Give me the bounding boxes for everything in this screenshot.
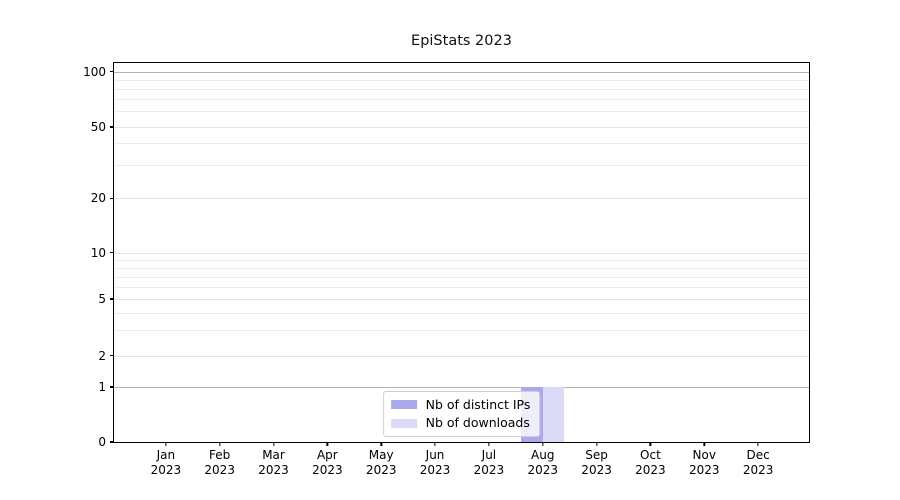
y-tick-label: 20: [90, 191, 106, 206]
x-tick-mark: [542, 442, 544, 446]
y-gridline: [114, 355, 809, 357]
legend-label-downloads: Nb of downloads: [425, 415, 530, 431]
y-tick-mark: [110, 386, 114, 388]
y-gridline: [114, 198, 809, 200]
x-tick-label: Jan 2023: [150, 448, 182, 477]
legend-swatch-distinct-ips: [390, 399, 417, 409]
y-tick-mark: [110, 441, 114, 443]
legend-item-distinct-ips: Nb of distinct IPs: [390, 396, 531, 412]
y-minor-gridline: [114, 312, 809, 314]
y-tick-mark: [110, 197, 114, 199]
x-tick-label: Feb 2023: [204, 448, 235, 477]
y-minor-gridline: [114, 79, 809, 81]
x-tick-label: May 2023: [365, 448, 397, 477]
legend-label-distinct-ips: Nb of distinct IPs: [425, 396, 531, 412]
chart-title: EpiStats 2023: [411, 33, 512, 49]
y-minor-gridline: [114, 267, 809, 269]
x-tick-mark: [272, 442, 275, 446]
y-minor-gridline: [114, 259, 809, 261]
y-tick-label: 10: [90, 245, 106, 260]
legend-swatch-downloads: [390, 418, 417, 428]
x-tick-mark: [595, 442, 598, 446]
x-tick-mark: [219, 442, 221, 446]
y-gridline: [114, 299, 809, 301]
x-tick-mark: [703, 442, 705, 446]
y-minor-gridline: [114, 143, 809, 145]
y-tick-mark: [110, 252, 114, 254]
y-minor-gridline: [114, 276, 809, 278]
legend: Nb of distinct IPs Nb of downloads: [382, 390, 541, 437]
bar-nb-of-downloads-aug-2023: [542, 387, 565, 442]
y-gridline: [114, 252, 809, 254]
legend-item-downloads: Nb of downloads: [390, 415, 531, 431]
x-tick-label: Apr 2023: [312, 448, 343, 477]
y-tick-mark: [110, 298, 114, 300]
y-gridline: [114, 71, 809, 73]
y-tick-label: 50: [90, 119, 106, 134]
y-tick-label: 5: [98, 291, 106, 306]
x-tick-label: Jun 2023: [419, 448, 451, 477]
y-minor-gridline: [114, 330, 809, 332]
plot-area: Dec 2023 Nov 2023 Oct 2023 Sep 2023 Aug 2023 Jul 20…: [83, 62, 810, 477]
x-tick-label: Mar 2023: [258, 448, 289, 477]
y-tick-label: 100: [83, 64, 106, 79]
y-gridline: [114, 126, 809, 128]
x-tick-label: Dec 2023: [742, 448, 774, 477]
x-tick-mark: [326, 442, 329, 446]
x-tick-mark: [488, 442, 490, 446]
y-tick-label: 0: [98, 434, 106, 449]
y-gridline: [114, 387, 809, 389]
x-tick-mark: [380, 442, 382, 446]
x-tick-label: Oct 2023: [635, 448, 666, 477]
x-tick-mark: [165, 442, 167, 446]
x-tick-mark: [434, 442, 436, 446]
y-tick-label: 1: [98, 379, 106, 394]
x-tick-label: Aug 2023: [527, 448, 559, 477]
x-tick-label: Sep 2023: [581, 448, 612, 477]
y-tick-label: 2: [98, 348, 106, 363]
x-tick-mark: [649, 442, 652, 446]
x-tick-label: Jul 2023: [473, 448, 505, 477]
y-tick-mark: [110, 70, 114, 73]
x-tick-mark: [757, 442, 759, 446]
y-tick-mark: [110, 126, 114, 128]
y-minor-gridline: [114, 99, 809, 101]
y-minor-gridline: [114, 89, 809, 91]
y-minor-gridline: [114, 286, 809, 288]
y-minor-gridline: [114, 165, 809, 167]
y-minor-gridline: [114, 111, 809, 113]
y-tick-mark: [110, 354, 114, 357]
x-tick-label: Nov 2023: [688, 448, 720, 477]
